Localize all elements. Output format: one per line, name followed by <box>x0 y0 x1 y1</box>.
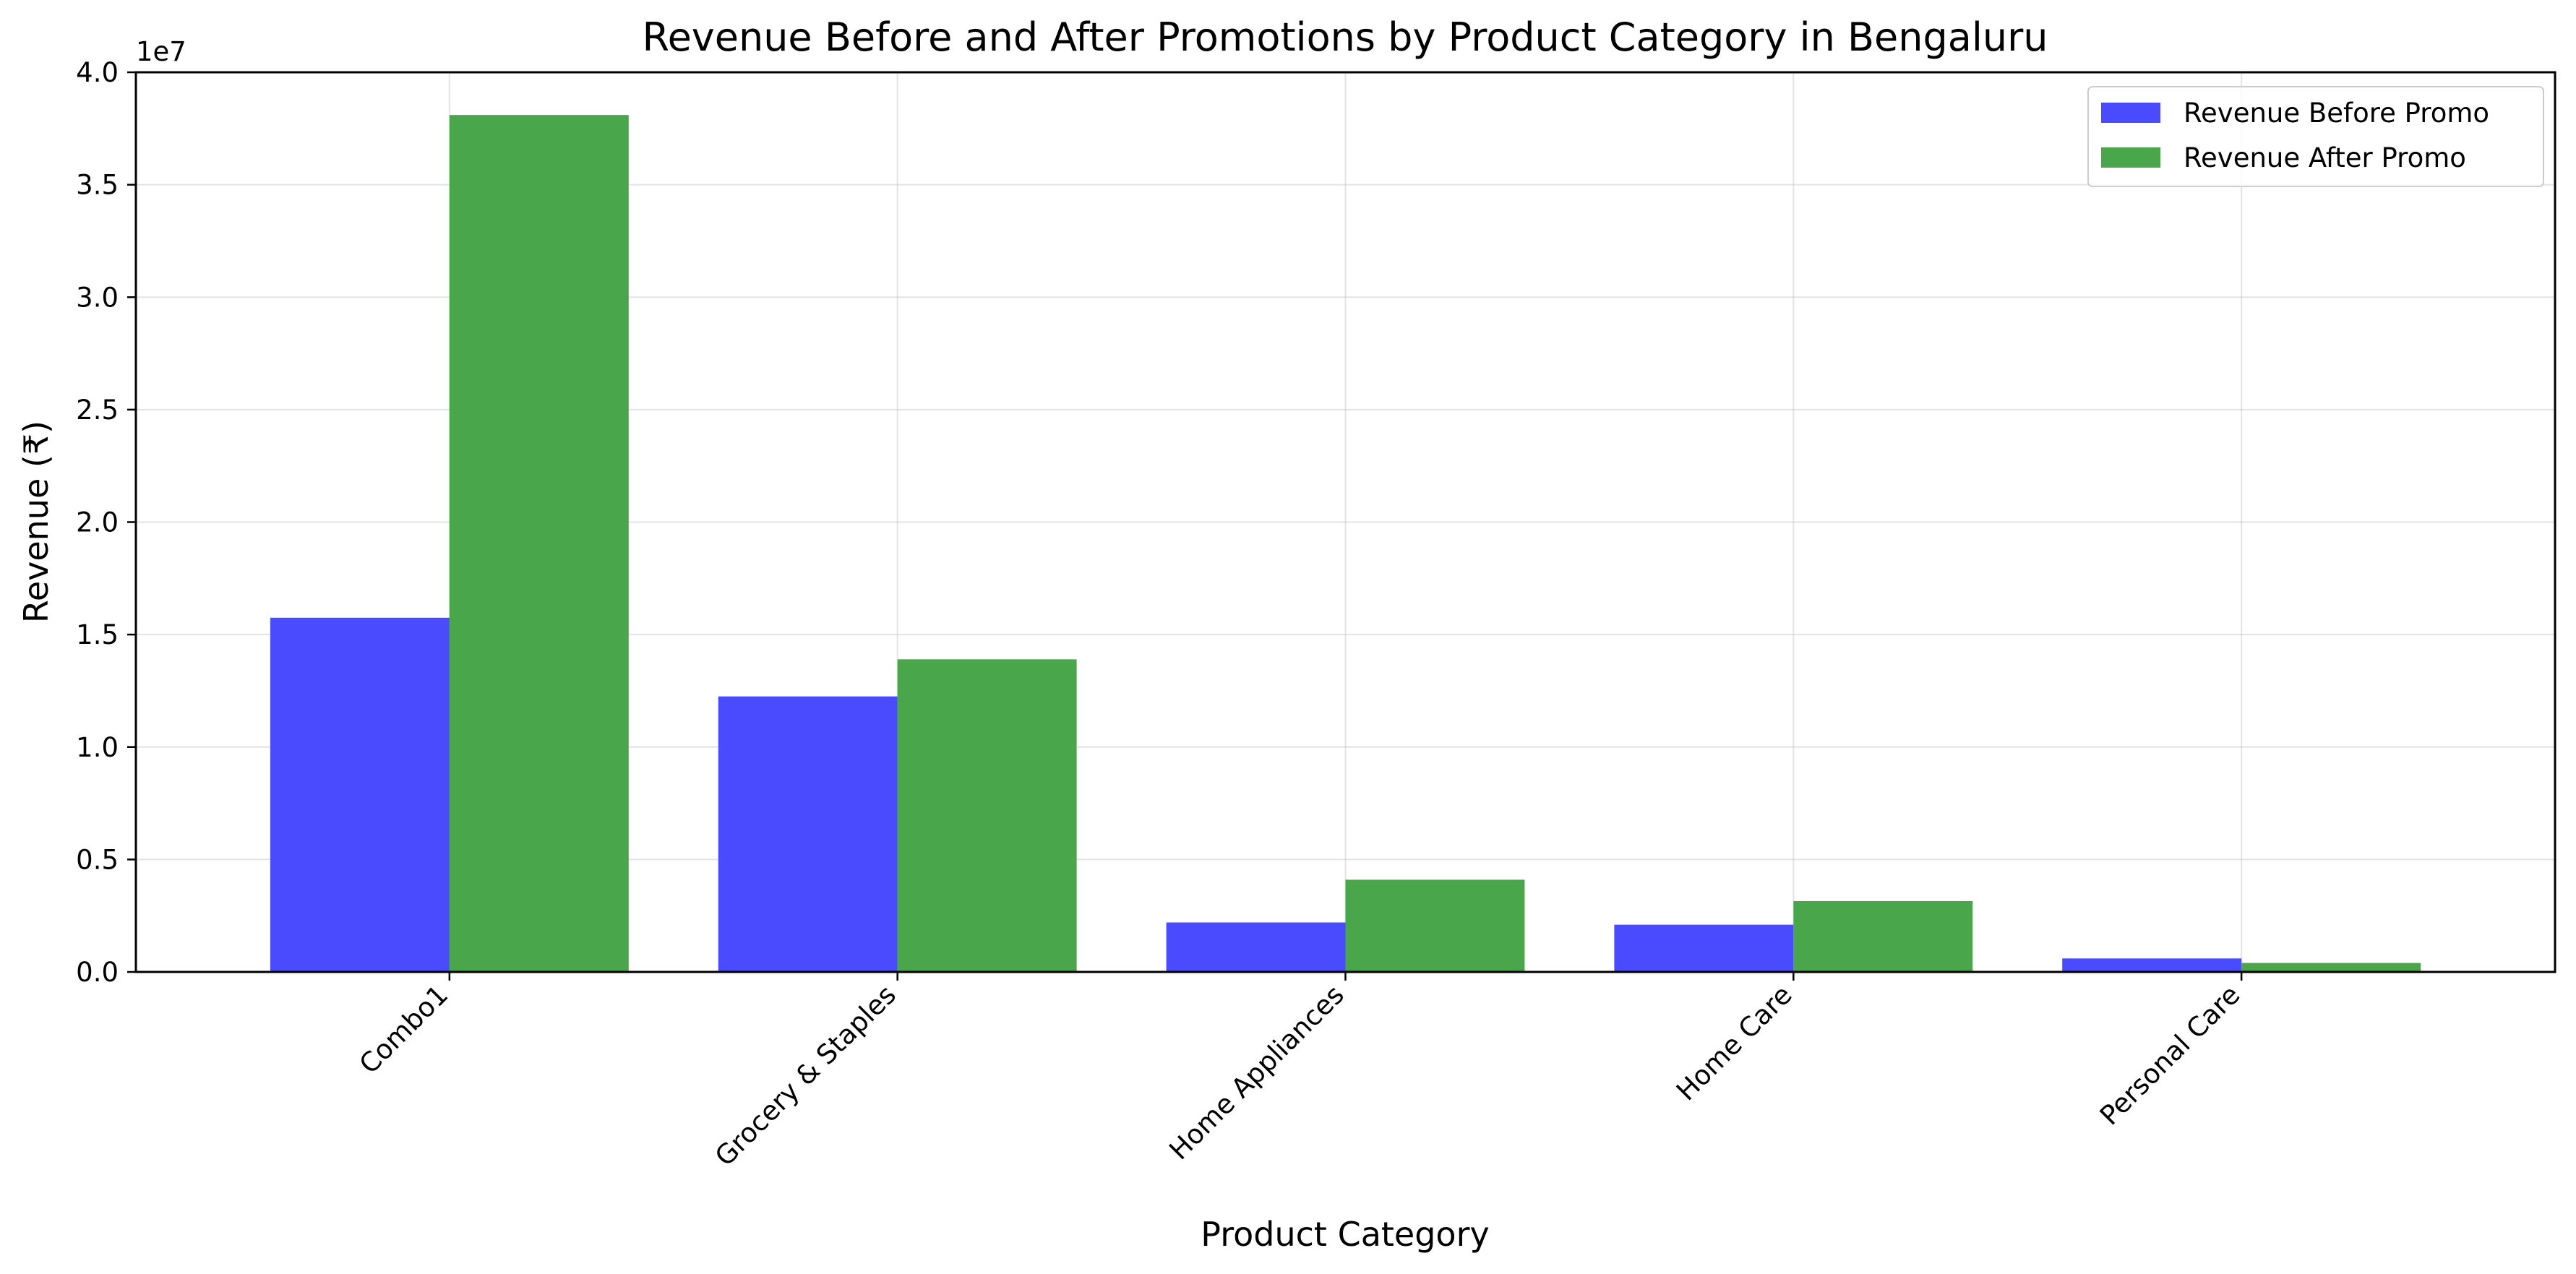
legend-swatch-after-promo <box>2101 147 2160 168</box>
y-tick-label: 1.0 <box>76 732 119 763</box>
bar-after-promo <box>449 115 629 973</box>
bar-after-promo <box>1345 879 1525 972</box>
bar-after-promo <box>2241 963 2421 972</box>
legend: Revenue Before Promo Revenue After Promo <box>2087 86 2544 187</box>
y-axis-offset-label: 1e7 <box>136 36 186 67</box>
y-tick-label: 1.5 <box>76 619 119 650</box>
bar-before-promo <box>718 696 898 972</box>
bar-before-promo <box>1166 922 1346 972</box>
y-tick-label: 0.5 <box>76 844 119 875</box>
y-axis-label: Revenue (₹) <box>17 421 56 623</box>
bar-after-promo <box>1793 900 1973 972</box>
x-axis-label: Product Category <box>1201 1215 1489 1254</box>
y-axis-ticks: 0.0 0.5 1.0 1.5 2.0 2.5 3.0 3.5 4.0 <box>76 57 136 988</box>
bar-before-promo <box>270 617 450 972</box>
legend-label-after-promo: Revenue After Promo <box>2184 142 2466 173</box>
bars <box>270 115 2421 973</box>
bar-after-promo <box>897 659 1077 972</box>
bar-before-promo <box>2062 958 2242 972</box>
y-tick-label: 0.0 <box>76 957 119 988</box>
y-tick-label: 2.5 <box>76 395 119 426</box>
y-tick-label: 2.0 <box>76 507 119 538</box>
y-tick-label: 3.5 <box>76 170 119 201</box>
legend-label-before-promo: Revenue Before Promo <box>2184 98 2489 129</box>
chart-title: Revenue Before and After Promotions by P… <box>642 14 2048 60</box>
y-tick-label: 3.0 <box>76 282 119 313</box>
y-tick-label: 4.0 <box>76 57 119 88</box>
legend-box <box>2087 86 2544 187</box>
legend-swatch-before-promo <box>2101 103 2160 123</box>
bar-before-promo <box>1614 924 1794 972</box>
